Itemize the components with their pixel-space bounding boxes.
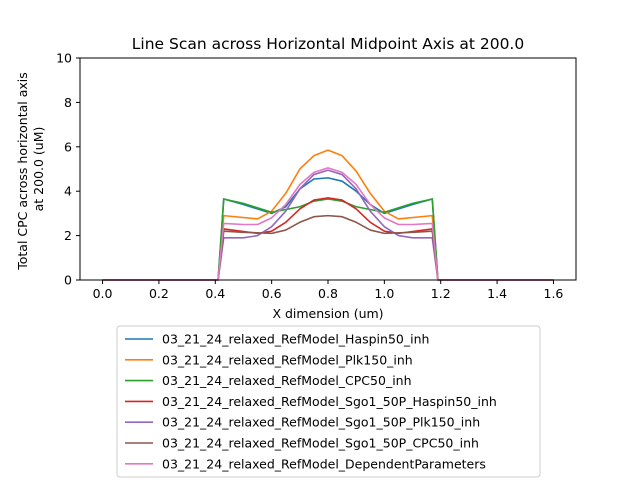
y-tick-label: 2 (64, 228, 72, 243)
series-layer (102, 149, 554, 281)
legend-label-3: 03_21_24_relaxed_RefModel_CPC50_inh (162, 373, 412, 388)
series-line-3 (102, 198, 554, 281)
y-tick-label: 8 (64, 95, 72, 110)
y-tick-label: 6 (64, 139, 72, 154)
x-tick-label: 1.0 (374, 286, 394, 301)
legend-label-1: 03_21_24_relaxed_RefModel_Haspin50_inh (162, 332, 429, 347)
legend-frame (116, 325, 541, 478)
y-axis-label-line-1: Total CPC across horizontal axis (15, 72, 30, 271)
x-tick-label: 0.8 (318, 286, 338, 301)
legend: 03_21_24_relaxed_RefModel_Haspin50_inh 03… (116, 325, 541, 478)
legend-label-7: 03_21_24_relaxed_RefModel_DependentParam… (162, 456, 486, 471)
x-tick-label: 0.0 (93, 286, 113, 301)
x-axis-label: X dimension (um) (272, 306, 383, 321)
x-tick-label: 0.2 (149, 286, 169, 301)
legend-items: 03_21_24_relaxed_RefModel_Haspin50_inh 03… (125, 332, 497, 471)
x-axis-ticks: 0.0 0.2 0.4 0.6 0.8 1.0 1.2 1.4 1.6 (93, 280, 564, 301)
legend-label-6: 03_21_24_relaxed_RefModel_Sgo1_50P_CPC50… (162, 436, 479, 451)
series-line-2 (102, 149, 554, 281)
plot-area-frame (79, 57, 577, 281)
legend-label-2: 03_21_24_relaxed_RefModel_Plk150_inh (162, 352, 413, 367)
y-axis-label: Total CPC across horizontal axis at 200.… (15, 68, 46, 271)
legend-label-4: 03_21_24_relaxed_RefModel_Sgo1_50P_Haspi… (162, 394, 497, 409)
series-line-4 (102, 197, 554, 281)
x-tick-label: 1.2 (431, 286, 451, 301)
series-line-7 (102, 167, 554, 281)
x-tick-label: 1.6 (544, 286, 564, 301)
y-axis-label-line-2: at 200.0 (uM) (31, 127, 46, 212)
chart-title: Line Scan across Horizontal Midpoint Axi… (132, 35, 524, 53)
legend-label-5: 03_21_24_relaxed_RefModel_Sgo1_50P_Plk15… (162, 415, 480, 430)
y-axis-ticks: 0 2 4 6 8 10 (56, 51, 80, 288)
series-line-5 (102, 169, 554, 281)
x-tick-label: 0.6 (262, 286, 282, 301)
x-tick-label: 1.4 (487, 286, 507, 301)
y-tick-label: 10 (56, 51, 72, 66)
series-line-6 (102, 214, 554, 281)
series-line-1 (102, 177, 554, 281)
y-tick-label: 0 (64, 273, 72, 288)
y-tick-label: 4 (64, 184, 72, 199)
x-tick-label: 0.4 (205, 286, 225, 301)
